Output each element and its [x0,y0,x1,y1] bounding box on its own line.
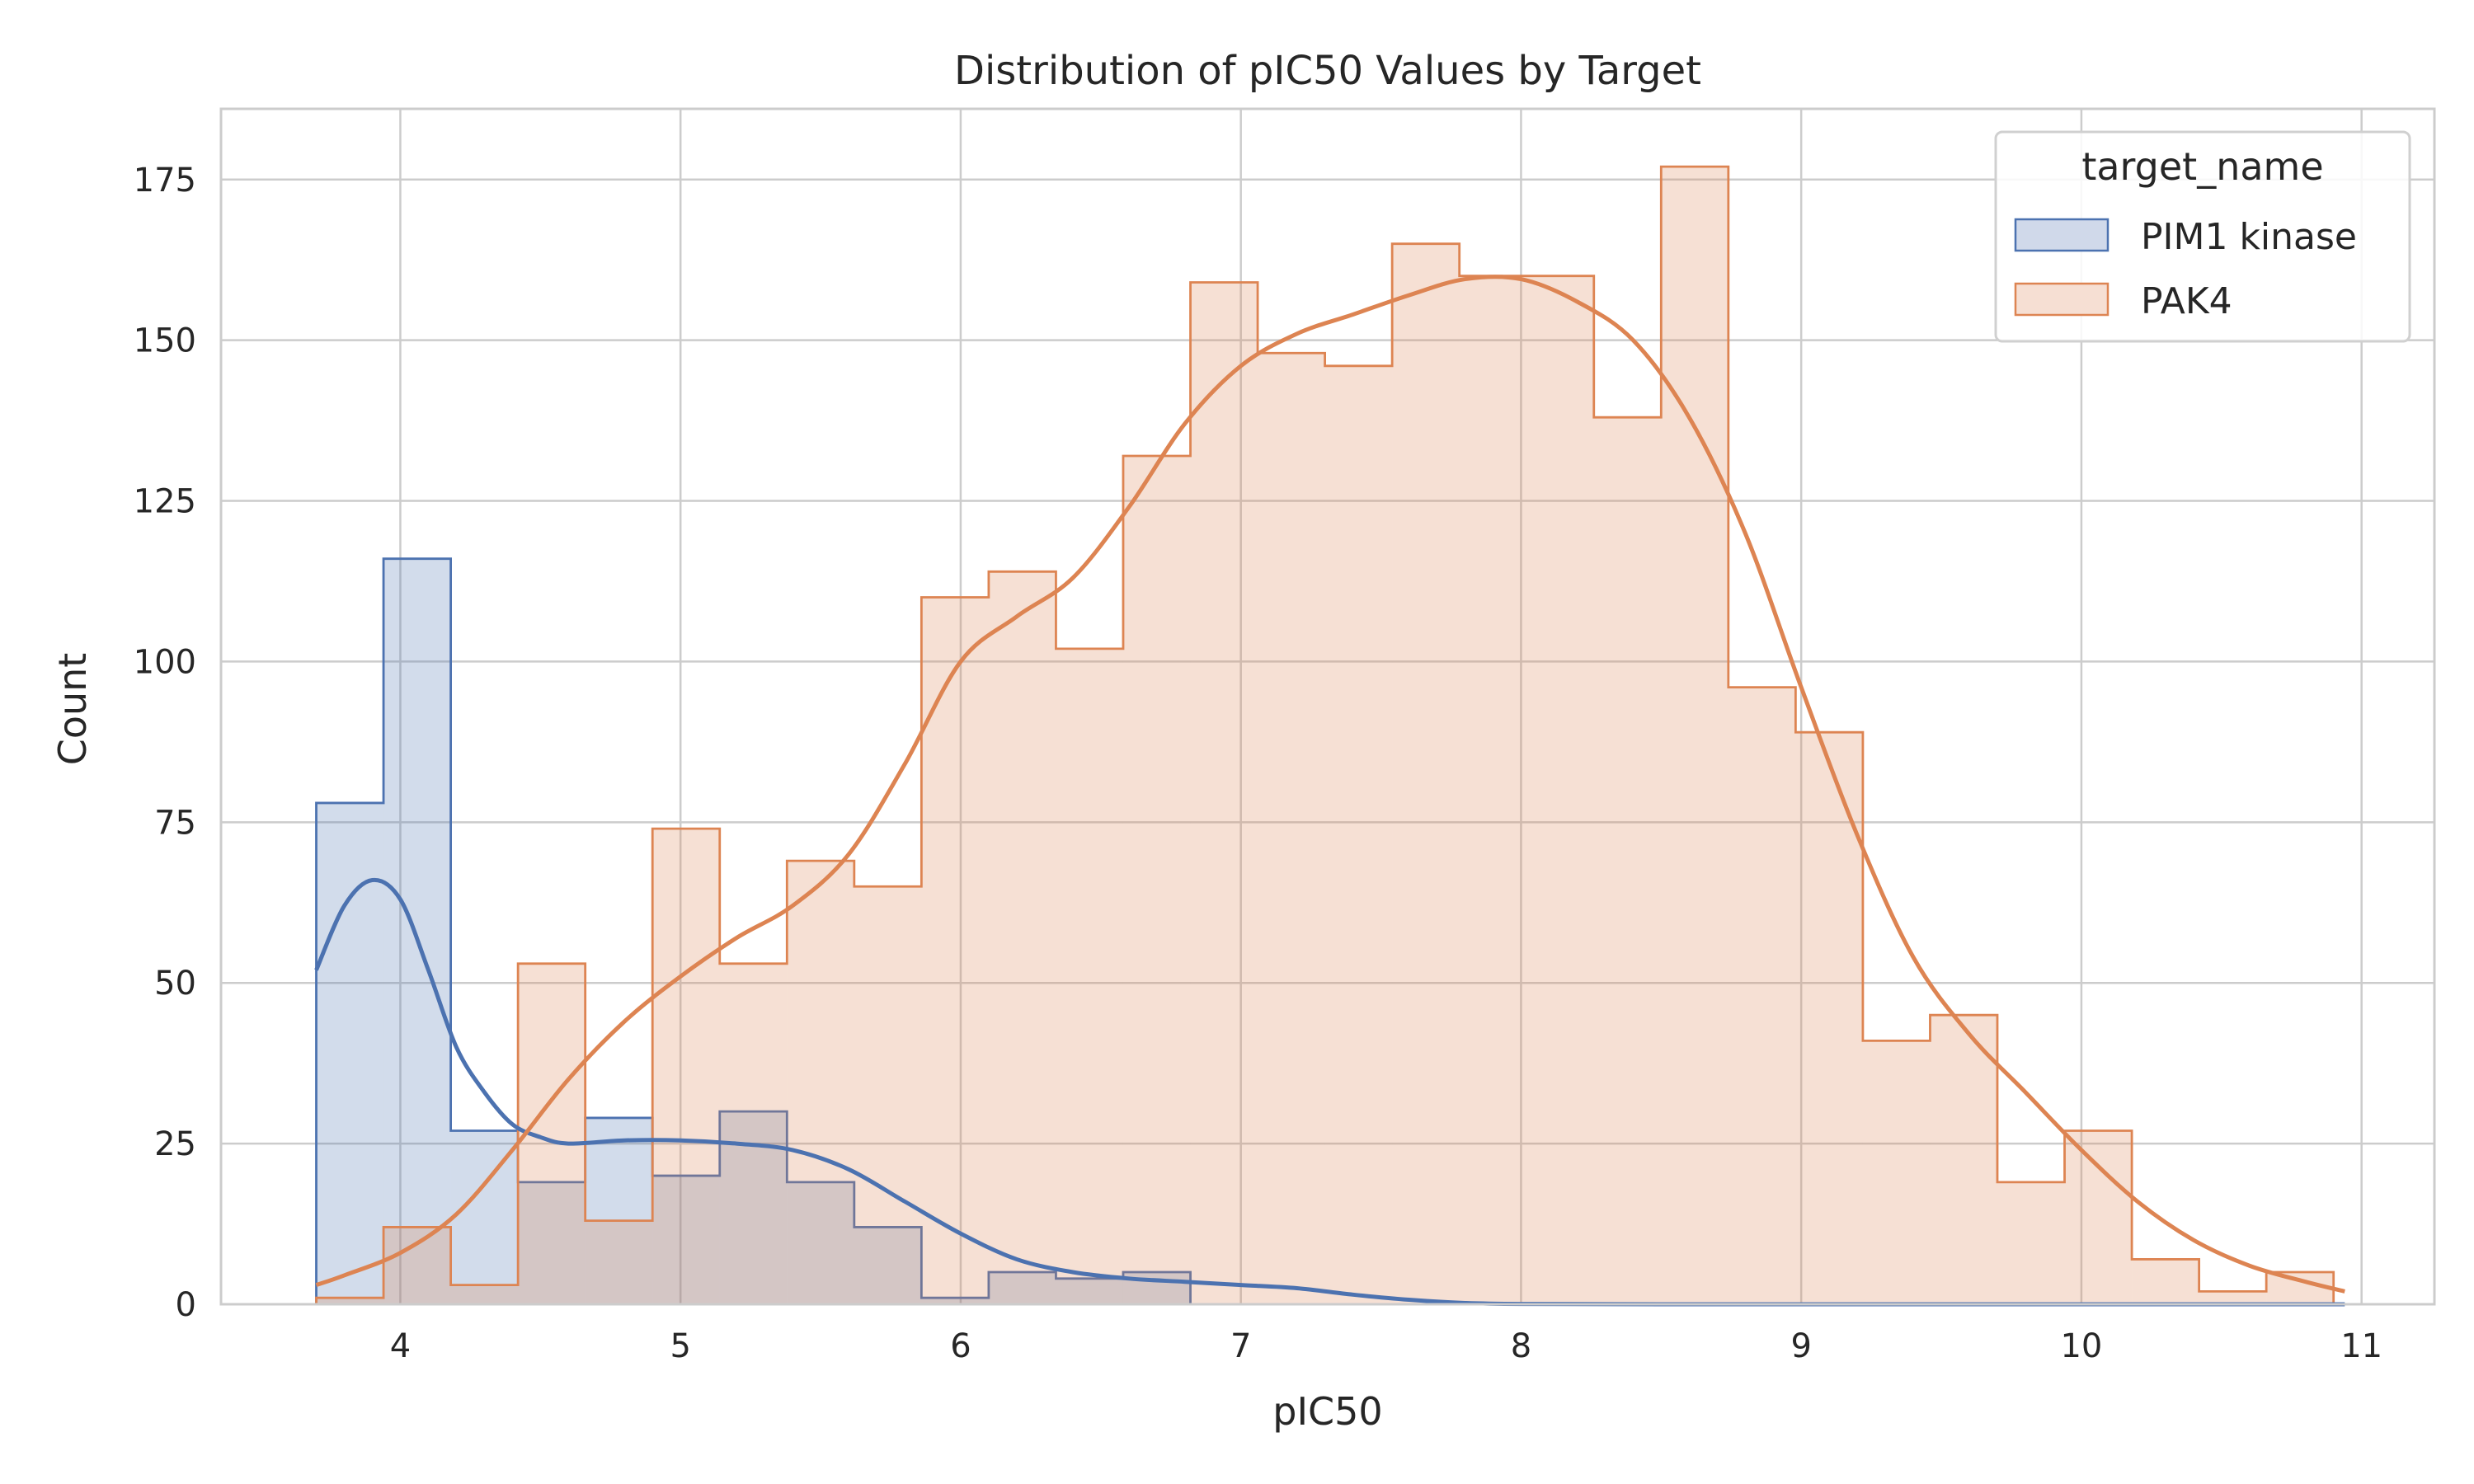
y-axis-label: Count [50,653,95,766]
bar-pak4 [2064,1130,2133,1304]
series-pak4-bars [315,165,2335,1305]
y-tick-label: 125 [134,483,196,521]
bar-pak4 [1258,353,1325,1304]
bar-pim1-kinase [383,558,451,1304]
x-tick-label: 5 [670,1327,690,1365]
chart-title: Distribution of pIC50 Values by Target [954,48,1701,94]
x-tick-label: 11 [2340,1327,2382,1365]
kde-line-pak4 [315,275,2345,1294]
y-tick-label: 175 [134,162,196,200]
bar-pim1-kinase [854,1227,922,1304]
bar-pak4 [2199,1291,2267,1304]
bar-pak4 [787,861,854,1304]
y-tick-label: 50 [154,965,196,1003]
bar-pim1-kinase [787,1181,854,1304]
bar-pak4 [2132,1259,2199,1304]
bar-pak4 [1728,687,1796,1304]
legend: target_name PIM1 kinase PAK4 [1994,130,2411,343]
bar-pak4 [719,963,788,1304]
x-tick-label: 6 [950,1327,971,1365]
y-tick-label: 150 [134,322,196,360]
bar-pak4 [854,886,922,1304]
bar-pak4 [1459,275,1527,1304]
bar-pak4 [585,1220,653,1304]
bar-pim1-kinase [1056,1278,1123,1304]
bar-pak4 [1661,167,1729,1305]
step-outline-pak4 [315,165,2335,1304]
x-tick-label: 10 [2060,1327,2102,1365]
bar-pak4 [652,829,720,1304]
bar-pak4 [1392,243,1460,1304]
plot-frame [219,107,2436,1306]
legend-label-pak4: PAK4 [2141,280,2232,322]
bar-pim1-kinase [652,1176,720,1304]
bar-pak4 [1593,417,1662,1304]
y-tick-label: 0 [176,1286,196,1324]
bar-pak4 [1122,455,1191,1304]
bar-pim1-kinase [316,802,384,1304]
bar-pak4 [1930,1015,1997,1304]
bar-pak4 [1056,648,1123,1304]
legend-title: target_name [2081,144,2323,189]
bar-pak4 [1862,1040,1931,1304]
bar-pak4 [1190,282,1258,1304]
x-tick-label: 7 [1230,1327,1251,1365]
legend-swatch-pak4 [2014,282,2109,317]
bar-pak4 [1997,1181,2065,1304]
histogram-bars [315,165,2335,1306]
y-tick-label: 25 [154,1125,196,1163]
x-axis-label: pIC50 [1272,1389,1382,1434]
y-tick-label: 100 [134,643,196,681]
bar-pak4 [316,1298,384,1304]
bar-pim1-kinase [585,1117,653,1304]
x-axis-ticks: 4 5 6 7 8 9 10 11 [390,1327,2382,1365]
bar-pak4 [1526,275,1594,1304]
bar-pak4 [383,1227,451,1304]
x-tick-label: 4 [390,1327,411,1365]
x-tick-label: 8 [1511,1327,1531,1365]
bar-pak4 [2266,1272,2334,1304]
bar-pim1-kinase [518,1181,586,1304]
bar-pak4 [921,597,989,1304]
y-tick-label: 75 [154,804,196,842]
bar-pak4 [1795,732,1863,1304]
bar-pak4 [450,1284,519,1304]
y-axis-ticks: 0 25 50 75 100 125 150 175 [134,162,196,1324]
legend-label-pim1-kinase: PIM1 kinase [2141,216,2357,258]
bar-pak4 [1324,365,1393,1305]
bar-pim1-kinase [988,1272,1056,1304]
series-pim1-kinase-bars [315,557,2334,1306]
bar-pim1-kinase [921,1298,989,1304]
legend-swatch-pim1-kinase [2014,218,2109,252]
bar-pak4 [988,571,1056,1304]
x-tick-label: 9 [1790,1327,1811,1365]
